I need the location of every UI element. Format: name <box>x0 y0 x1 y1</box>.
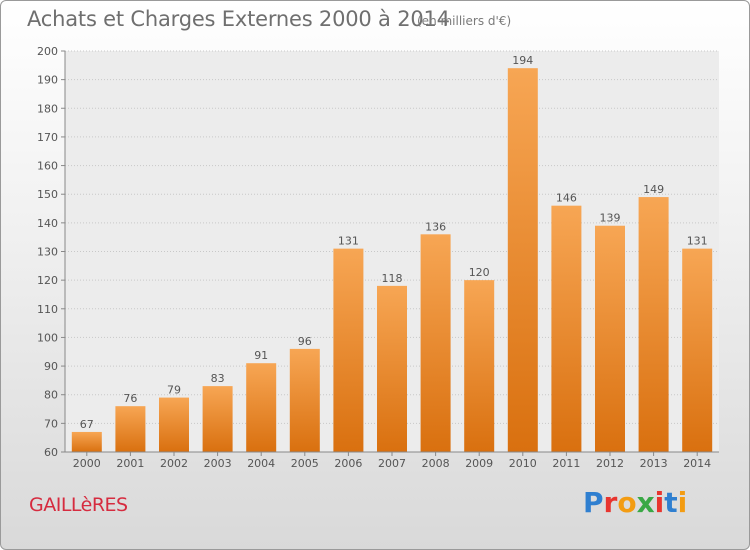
x-tick-label-2008: 2008 <box>422 457 450 470</box>
x-tick-label-2003: 2003 <box>204 457 232 470</box>
commune-name: GAILLèRES <box>29 494 128 516</box>
data-label-2009: 120 <box>469 266 490 279</box>
y-tick-label: 80 <box>44 389 58 402</box>
bar-2005 <box>289 348 320 452</box>
y-tick-label: 70 <box>44 417 58 430</box>
x-tick-label-2007: 2007 <box>378 457 406 470</box>
y-tick-label: 160 <box>37 160 58 173</box>
data-label-2008: 136 <box>425 220 446 233</box>
x-tick-label-2004: 2004 <box>247 457 275 470</box>
bar-2014 <box>682 248 713 452</box>
x-tick-label-2009: 2009 <box>465 457 493 470</box>
bar-2003 <box>202 386 233 452</box>
chart-title: Achats et Charges Externes 2000 à 2014 <box>27 7 450 31</box>
bar-2007 <box>377 285 407 452</box>
bar-2000 <box>71 431 102 452</box>
bars-group: 67 76 79 83 91 96 131 118 136 120 194 146 139 149 131 <box>71 54 713 452</box>
bar-2008 <box>420 234 451 452</box>
x-tick-label-2006: 2006 <box>334 457 362 470</box>
y-tick-label: 90 <box>44 360 58 373</box>
bar-2009 <box>464 280 495 452</box>
x-tick-label-2014: 2014 <box>683 457 711 470</box>
proxiti-logo: Proxiti <box>583 486 687 519</box>
logo-letter: t <box>664 486 678 519</box>
y-tick-label: 130 <box>37 246 58 259</box>
y-tick-label: 110 <box>37 303 58 316</box>
data-label-2002: 79 <box>167 384 181 397</box>
data-label-2003: 83 <box>211 372 225 385</box>
y-tick-label: 150 <box>37 188 58 201</box>
data-label-2012: 139 <box>600 212 621 225</box>
logo-letter: i <box>677 486 688 519</box>
bar-2006 <box>333 248 364 452</box>
data-label-2010: 194 <box>512 54 533 67</box>
y-tick-label: 200 <box>37 45 58 58</box>
y-tick-label: 60 <box>44 446 58 459</box>
data-label-2011: 146 <box>556 192 577 205</box>
y-tick-label: 100 <box>37 331 58 344</box>
data-label-2001: 76 <box>123 392 137 405</box>
bar-2011 <box>551 205 582 452</box>
x-tick-label-2011: 2011 <box>552 457 580 470</box>
data-label-2005: 96 <box>298 335 312 348</box>
bar-2001 <box>115 406 146 452</box>
data-label-2006: 131 <box>338 235 359 248</box>
y-tick-label: 180 <box>37 102 58 115</box>
data-label-2007: 118 <box>382 272 403 285</box>
y-tick-label: 170 <box>37 131 58 144</box>
bar-2002 <box>159 397 189 452</box>
x-tick-label-2001: 2001 <box>116 457 144 470</box>
bar-2013 <box>638 197 669 452</box>
data-label-2000: 67 <box>80 418 94 431</box>
logo-letter: o <box>617 486 637 519</box>
logo-letter: r <box>603 486 618 519</box>
logo-letter: i <box>654 486 665 519</box>
axes: 60 70 80 90 100 110 120 130 140 150 160 170 180 190 20… <box>37 45 719 470</box>
y-tick-label: 140 <box>37 217 58 230</box>
bar-2012 <box>595 225 625 452</box>
x-tick-label-2013: 2013 <box>640 457 668 470</box>
y-tick-label: 190 <box>37 74 58 87</box>
x-tick-label-2002: 2002 <box>160 457 188 470</box>
bar-2010 <box>507 68 538 452</box>
logo-letter: P <box>583 486 604 519</box>
data-label-2013: 149 <box>643 183 664 196</box>
x-tick-label-2010: 2010 <box>509 457 537 470</box>
bar-2004 <box>246 363 277 452</box>
data-label-2014: 131 <box>687 235 708 248</box>
x-tick-label-2012: 2012 <box>596 457 624 470</box>
data-label-2004: 91 <box>254 349 268 362</box>
x-tick-label-2000: 2000 <box>73 457 101 470</box>
logo-letter: x <box>636 486 655 519</box>
x-tick-label-2005: 2005 <box>291 457 319 470</box>
y-tick-label: 120 <box>37 274 58 287</box>
chart-subtitle: (en milliers d'€) <box>417 14 512 28</box>
